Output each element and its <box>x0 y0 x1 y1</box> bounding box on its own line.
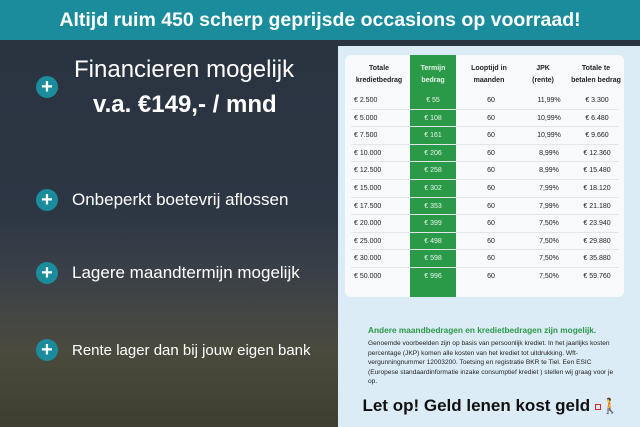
table-cell: € 598 <box>424 255 442 263</box>
table-cell: € 23.940 <box>583 220 611 228</box>
person-with-ball-and-chain-icon: 🚶 <box>594 398 620 415</box>
benefit-item: Rente lager dan bij jouw eigen bank <box>72 342 311 359</box>
table-cell: 60 <box>487 97 495 104</box>
table-cell: € 20.000 <box>354 220 382 228</box>
table-cell: 10,99% <box>537 114 561 122</box>
header-duration: Looptijd in maanden <box>471 65 507 84</box>
header-term-amount: Termijn bedrag <box>420 65 446 84</box>
table-cell: 60 <box>487 220 495 228</box>
table-cell: 60 <box>487 185 495 192</box>
header-jpk: JPK (rente) <box>532 65 554 84</box>
table-cell: € 5.000 <box>354 114 378 122</box>
table-cell: € 6.480 <box>585 114 609 122</box>
benefit-price: v.a. €149,- / mnd <box>93 91 277 118</box>
table-cell: € 17.500 <box>354 202 382 210</box>
plus-icon: + <box>36 262 58 284</box>
table-cell: € 108 <box>424 114 442 122</box>
table-cell: 60 <box>487 273 495 280</box>
table-row: € 15.000 € 302 60 7,99% € 18.120 <box>351 180 619 198</box>
table-cell: € 161 <box>424 132 442 140</box>
table-cell: € 996 <box>424 273 442 280</box>
table-cell: € 50.000 <box>354 273 382 280</box>
table-cell: 10,99% <box>537 132 561 140</box>
table-cell: 7,50% <box>539 255 559 263</box>
note-body: Genoemde voorbeelden zijn op basis van p… <box>368 340 614 385</box>
table-cell: € 206 <box>424 149 442 157</box>
table-cell: 7,99% <box>539 202 559 210</box>
header-total-payable: Totale te betalen bedrag <box>571 65 621 84</box>
table-cell: 7,50% <box>539 220 559 228</box>
table-row: € 20.000 € 399 60 7,50% € 23.940 <box>351 215 619 233</box>
table-row: € 2.500 € 55 60 11,99% € 3.300 <box>351 92 619 110</box>
table-cell: € 9.660 <box>585 132 609 140</box>
benefit-item: Onbeperkt boetevrij aflossen <box>72 190 289 209</box>
table-cell: € 353 <box>424 202 442 210</box>
table-cell: € 30.000 <box>354 255 382 263</box>
table-cell: 8,99% <box>539 167 559 175</box>
table-cell: 60 <box>487 237 495 245</box>
warning-text: Let op! Geld lenen kost geld <box>362 396 591 415</box>
table-cell: 8,99% <box>539 149 559 157</box>
table-cell: € 2.500 <box>354 97 378 104</box>
background-photo <box>0 40 338 427</box>
table-row: € 17.500 € 353 60 7,99% € 21.180 <box>351 198 619 216</box>
table-cell: € 18.120 <box>583 185 611 192</box>
finance-panel: Totale kredietbedrag Termijn bedrag Loop… <box>338 46 640 427</box>
plus-icon: + <box>36 189 58 211</box>
highlight-column <box>410 55 456 297</box>
table-cell: 60 <box>487 255 495 263</box>
table-cell: € 15.000 <box>354 185 382 192</box>
header-total-credit: Totale kredietbedrag <box>355 65 403 84</box>
table-cell: 60 <box>487 167 495 175</box>
table-cell: € 12.500 <box>354 167 382 175</box>
table-cell: € 12.360 <box>583 149 611 157</box>
table-cell: € 21.180 <box>583 202 611 210</box>
table-cell: 7,99% <box>539 185 559 192</box>
table-cell: € 399 <box>424 220 442 228</box>
table-row: € 30.000 € 598 60 7,50% € 35.880 <box>351 250 619 268</box>
table-row: € 25.000 € 498 60 7,50% € 29.880 <box>351 233 619 251</box>
table-row: € 12.500 € 258 60 8,99% € 15.480 <box>351 162 619 180</box>
loan-warning: Let op! Geld lenen kost geld 🚶 <box>340 396 640 416</box>
table-cell: € 7.500 <box>354 132 378 140</box>
table-row: € 10.000 € 206 60 8,99% € 12.360 <box>351 145 619 163</box>
table-row: € 5.000 € 108 60 10,99% € 6.480 <box>351 110 619 128</box>
table-cell: € 59.760 <box>583 273 611 280</box>
table-cell: € 3.300 <box>585 97 609 104</box>
table-cell: 60 <box>487 202 495 210</box>
plus-icon: + <box>36 76 58 98</box>
table-cell: € 498 <box>424 237 442 245</box>
plus-icon: + <box>36 339 58 361</box>
table-cell: € 258 <box>424 167 442 175</box>
table-cell: € 35.880 <box>583 255 611 263</box>
finance-table: Totale kredietbedrag Termijn bedrag Loop… <box>345 55 624 297</box>
table-cell: € 302 <box>424 185 442 192</box>
table-cell: 60 <box>487 149 495 157</box>
top-banner: Altijd ruim 450 scherp geprijsde occasio… <box>0 0 640 40</box>
table-cell: € 29.880 <box>583 237 611 245</box>
note-heading: Andere maandbedragen en kredietbedragen … <box>368 325 597 335</box>
table-row: € 7.500 € 161 60 10,99% € 9.660 <box>351 127 619 145</box>
table-cell: 60 <box>487 114 495 122</box>
table-cell: 7,50% <box>539 273 559 280</box>
benefit-title: Financieren mogelijk <box>74 56 295 83</box>
table-cell: € 25.000 <box>354 237 382 245</box>
table-cell: € 10.000 <box>354 149 382 157</box>
table-cell: 60 <box>487 132 495 140</box>
benefit-item: Lagere maandtermijn mogelijk <box>72 263 300 282</box>
table-cell: 11,99% <box>537 97 561 104</box>
table-cell: 7,50% <box>539 237 559 245</box>
table-cell: € 15.480 <box>583 167 611 175</box>
table-cell: € 55 <box>426 97 440 104</box>
table-row: € 50.000 € 996 60 7,50% € 59.760 <box>351 268 619 286</box>
